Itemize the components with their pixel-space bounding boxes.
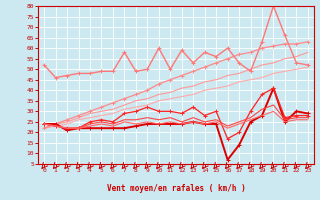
X-axis label: Vent moyen/en rafales ( km/h ): Vent moyen/en rafales ( km/h ) — [107, 184, 245, 193]
